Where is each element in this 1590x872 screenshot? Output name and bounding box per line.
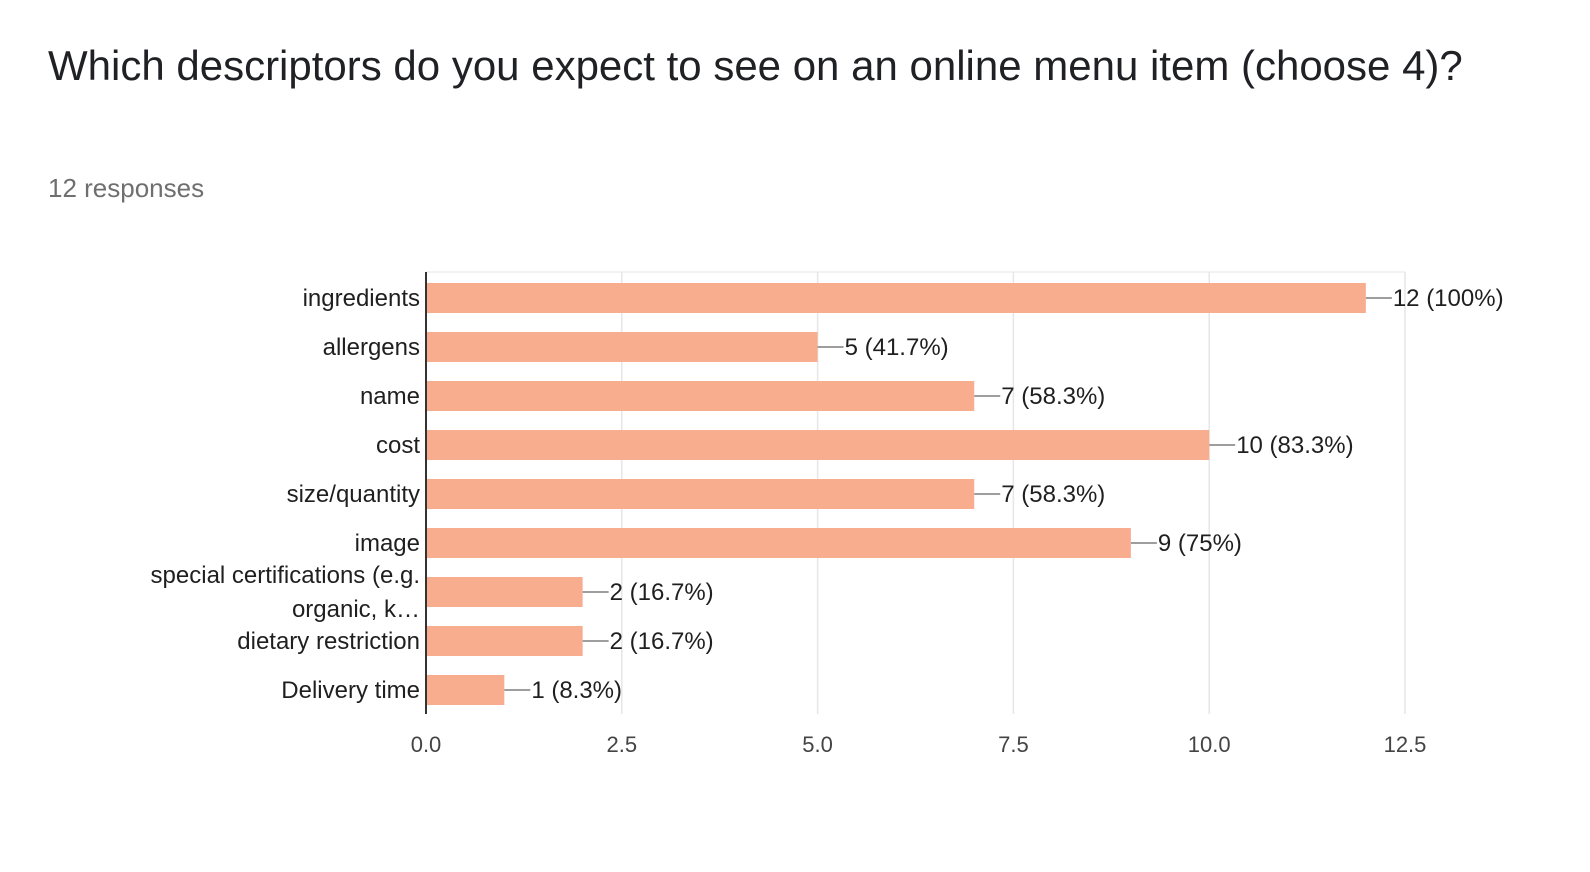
value-label: 7 (58.3%) [1001, 481, 1105, 508]
x-tick-label: 0.0 [411, 732, 442, 757]
bar [426, 381, 975, 411]
category-label: image [355, 530, 420, 557]
value-label: 12 (100%) [1393, 285, 1504, 312]
bar [426, 675, 505, 705]
value-label: 1 (8.3%) [531, 677, 622, 704]
category-label: name [360, 383, 420, 410]
category-label: Delivery time [281, 677, 420, 704]
category-label: size/quantity [287, 481, 420, 508]
value-label: 2 (16.7%) [610, 579, 714, 606]
category-label-line: special certifications (e.g. [151, 562, 420, 589]
bar [426, 283, 1366, 313]
x-tick-label: 10.0 [1188, 732, 1231, 757]
question-title: Which descriptors do you expect to see o… [48, 42, 1463, 89]
bars [426, 283, 1392, 705]
bar [426, 332, 818, 362]
response-count: 12 responses [48, 173, 205, 203]
bar [426, 528, 1131, 558]
x-tick-label: 12.5 [1384, 732, 1427, 757]
x-tick-label: 7.5 [998, 732, 1029, 757]
labels: 0.0 2.5 5.0 7.5 10.0 12.5 12 (100%) ingredients… [151, 285, 1504, 757]
value-label: 7 (58.3%) [1001, 383, 1105, 410]
bar [426, 626, 583, 656]
category-label: special certifications (e.g. organic, k… [151, 562, 420, 623]
x-tick-label: 2.5 [607, 732, 638, 757]
bar [426, 479, 975, 509]
x-tick-label: 5.0 [802, 732, 833, 757]
category-label: allergens [323, 334, 420, 361]
bar [426, 577, 583, 607]
value-label: 2 (16.7%) [610, 628, 714, 655]
category-label: dietary restriction [237, 628, 420, 655]
bar [426, 430, 1210, 460]
value-label: 10 (83.3%) [1236, 432, 1353, 459]
value-label: 9 (75%) [1158, 530, 1242, 557]
category-label: cost [376, 432, 420, 459]
category-label-line: organic, k… [292, 596, 420, 623]
value-label: 5 (41.7%) [845, 334, 949, 361]
category-label: ingredients [303, 285, 420, 312]
